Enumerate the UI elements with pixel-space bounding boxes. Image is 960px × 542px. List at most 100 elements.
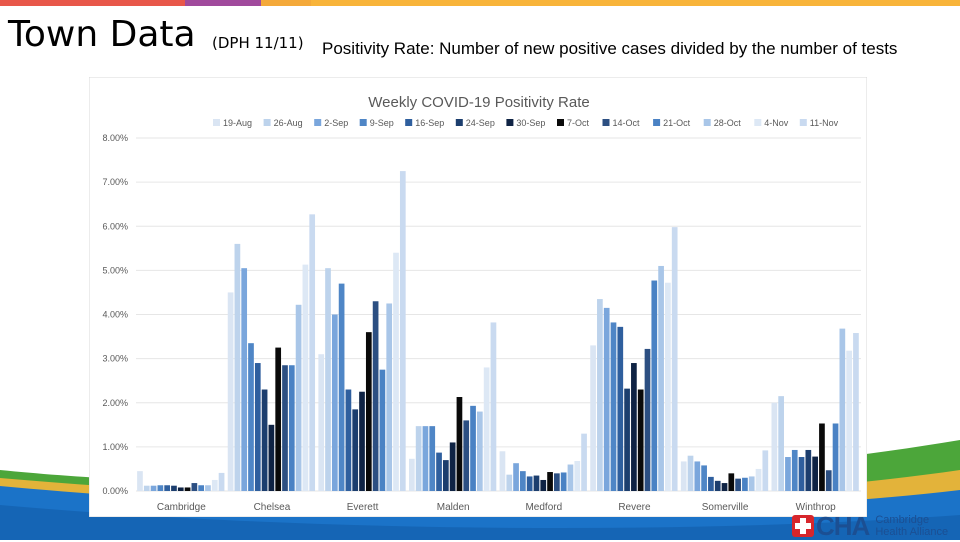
bar-winthrop-28-oct <box>839 328 846 491</box>
bar-winthrop-24-sep <box>805 449 812 491</box>
bar-everett-24-sep <box>352 409 359 491</box>
bar-everett-7-oct <box>365 332 372 491</box>
cha-logo-name: Cambridge Health Alliance <box>875 514 949 538</box>
bar-malden-21-oct <box>470 405 476 491</box>
y-tick-label: 4.00% <box>102 310 128 320</box>
legend-label: 2-Sep <box>324 118 348 128</box>
bar-chelsea-2-sep <box>241 268 248 491</box>
legend-label: 14-Oct <box>613 118 641 128</box>
bar-malden-9-sep <box>429 426 436 491</box>
legend-label: 28-Oct <box>714 118 742 128</box>
x-tick-label: Somerville <box>702 502 749 513</box>
legend-label: 16-Sep <box>415 118 444 128</box>
bar-everett-26-aug <box>325 268 331 491</box>
bar-somerville-21-oct <box>742 477 748 491</box>
bar-revere-30-sep <box>631 363 637 491</box>
bar-winthrop-2-sep <box>785 457 791 491</box>
bar-chelsea-14-oct <box>282 365 288 491</box>
bar-medford-28-oct <box>567 464 574 491</box>
legend-label: 11-Nov <box>810 118 839 128</box>
bar-somerville-28-oct <box>748 476 755 491</box>
top-bar-purple <box>185 0 261 6</box>
chart-title: Weekly COVID-19 Positivity Rate <box>368 94 589 111</box>
bar-malden-28-oct <box>476 411 483 491</box>
y-tick-label: 8.00% <box>102 133 128 143</box>
bar-revere-2-sep <box>603 307 610 491</box>
bar-medford-11-nov <box>581 433 587 491</box>
bar-winthrop-4-nov <box>846 350 852 491</box>
bar-revere-26-aug <box>597 299 603 491</box>
bar-medford-7-oct <box>547 472 553 491</box>
positivity-chart: Weekly COVID-19 Positivity Rate 0.00% 1.0… <box>89 77 867 517</box>
bar-revere-16-sep <box>617 326 624 491</box>
top-bar-orange <box>261 0 311 6</box>
bar-medford-16-sep <box>526 476 533 491</box>
bar-chelsea-21-oct <box>288 365 295 491</box>
y-tick-label: 7.00% <box>102 177 128 187</box>
bar-cambridge-28-oct <box>205 485 211 491</box>
bar-winthrop-14-oct <box>825 470 832 491</box>
bar-everett-16-sep <box>345 389 352 491</box>
bar-malden-7-oct <box>456 397 463 491</box>
top-bar-red <box>0 0 185 6</box>
bar-winthrop-16-sep <box>798 457 805 491</box>
bar-medford-2-sep <box>513 463 519 491</box>
bar-somerville-19-aug <box>680 461 687 491</box>
bar-revere-9-sep <box>610 322 617 491</box>
bar-cambridge-11-nov <box>218 472 225 491</box>
bar-winthrop-30-sep <box>812 456 818 491</box>
x-tick-label: Medford <box>525 502 562 513</box>
bar-winthrop-19-aug <box>771 402 778 491</box>
bar-somerville-16-sep <box>708 476 714 491</box>
x-tick-label: Everett <box>347 502 379 513</box>
bar-cambridge-2-sep <box>150 485 157 491</box>
bar-malden-26-aug <box>415 426 422 491</box>
bar-chelsea-11-nov <box>309 214 316 491</box>
x-tick-label: Chelsea <box>254 502 291 513</box>
bar-winthrop-21-oct <box>832 423 839 491</box>
bar-somerville-26-aug <box>687 455 694 491</box>
bar-revere-7-oct <box>637 389 644 491</box>
bar-revere-11-nov <box>671 227 678 491</box>
legend-label: 9-Sep <box>370 118 394 128</box>
bar-cambridge-21-oct <box>198 485 205 491</box>
x-tick-label: Cambridge <box>157 502 206 513</box>
y-tick-label: 2.00% <box>102 398 128 408</box>
bar-medford-30-sep <box>540 479 547 491</box>
legend-swatch <box>314 119 322 126</box>
bar-everett-9-sep <box>338 283 345 491</box>
legend-label: 26-Aug <box>274 118 303 128</box>
legend-label: 19-Aug <box>223 118 252 128</box>
legend-label: 4-Nov <box>764 118 789 128</box>
bar-winthrop-9-sep <box>791 449 798 491</box>
legend-swatch <box>602 119 610 126</box>
bar-everett-4-nov <box>393 252 399 491</box>
bar-cambridge-26-aug <box>143 485 150 491</box>
legend-label: 30-Sep <box>516 118 545 128</box>
page-subtitle: (DPH 11/11) <box>212 34 304 52</box>
bar-cambridge-14-oct <box>191 483 198 491</box>
bar-somerville-14-oct <box>735 478 741 491</box>
bar-medford-21-oct <box>560 472 567 491</box>
bar-chelsea-19-aug <box>227 292 234 491</box>
bar-everett-28-oct <box>386 303 393 491</box>
page-description: Positivity Rate: Number of new positive … <box>322 39 898 58</box>
bar-chelsea-30-sep <box>268 424 275 491</box>
bar-winthrop-26-aug <box>778 396 784 491</box>
bar-everett-11-nov <box>399 171 406 491</box>
legend-swatch <box>506 119 514 126</box>
bar-winthrop-11-nov <box>853 333 859 491</box>
legend-swatch <box>213 119 220 126</box>
bar-cambridge-24-sep <box>171 485 177 491</box>
bar-chelsea-9-sep <box>248 343 254 491</box>
bar-everett-2-sep <box>331 314 338 491</box>
bar-malden-11-nov <box>490 322 497 491</box>
bar-somerville-4-nov <box>755 468 762 491</box>
bar-malden-24-sep <box>442 460 449 491</box>
bar-somerville-7-oct <box>728 473 735 491</box>
bar-revere-19-aug <box>590 345 596 491</box>
bar-revere-21-oct <box>651 280 658 491</box>
legend-swatch <box>557 119 564 126</box>
legend-swatch <box>359 119 367 126</box>
legend-label: 7-Oct <box>567 118 590 128</box>
